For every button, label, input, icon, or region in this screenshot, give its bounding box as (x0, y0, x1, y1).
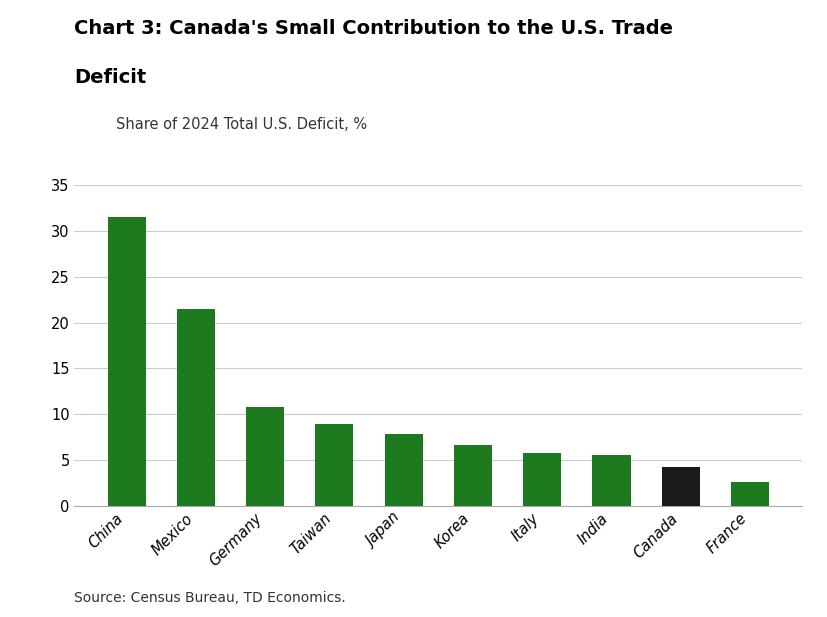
Bar (731, 482, 769, 506)
Text: Deficit: Deficit (74, 68, 146, 87)
Bar (108, 217, 146, 506)
Bar (177, 309, 215, 506)
Bar (662, 466, 700, 506)
Bar (592, 455, 630, 506)
Bar (385, 434, 423, 506)
Text: Chart 3: Canada's Small Contribution to the U.S. Trade: Chart 3: Canada's Small Contribution to … (74, 19, 673, 38)
Text: Share of 2024 Total U.S. Deficit, %: Share of 2024 Total U.S. Deficit, % (116, 117, 367, 132)
Bar (454, 444, 492, 506)
Bar (315, 424, 353, 506)
Bar (523, 453, 562, 506)
Bar (246, 407, 284, 506)
Text: Source: Census Bureau, TD Economics.: Source: Census Bureau, TD Economics. (74, 590, 347, 605)
